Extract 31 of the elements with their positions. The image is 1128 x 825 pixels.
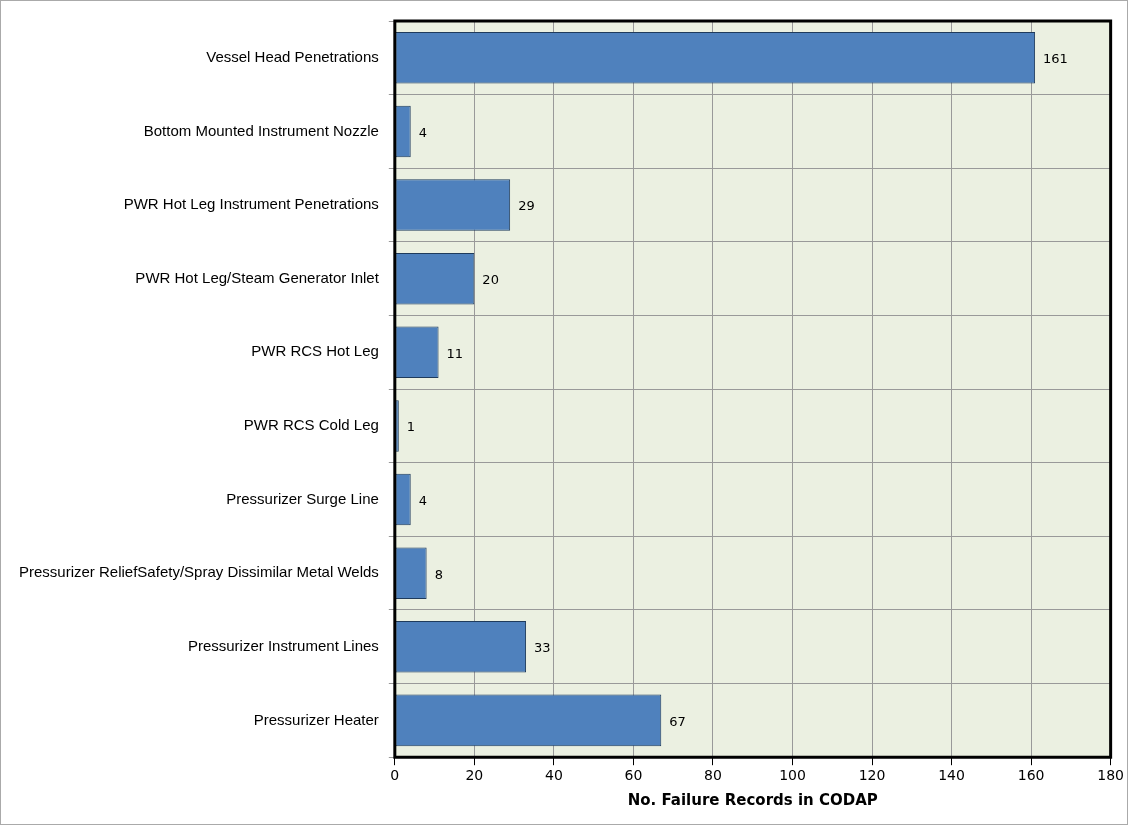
y-tick-label: PWR RCS Cold Leg	[243, 416, 379, 434]
data-label: 8	[434, 566, 443, 582]
data-label: 29	[518, 198, 535, 214]
x-tick-label: 80	[704, 767, 722, 784]
x-tick-label: 0	[390, 767, 400, 784]
data-label: 161	[1043, 51, 1068, 67]
y-tick-label: PWR Hot Leg Instrument Penetrations	[123, 195, 379, 213]
x-tick-label: 100	[779, 767, 806, 784]
x-tick-label: 180	[1097, 767, 1125, 784]
y-tick-label: PWR Hot Leg/Steam Generator Inlet	[135, 268, 380, 286]
data-label: 4	[418, 492, 428, 508]
y-tick-label: Pressurizer Instrument Lines	[187, 636, 379, 654]
data-label: 4	[418, 124, 428, 140]
data-label: 33	[534, 640, 551, 656]
y-tick-label: Pressurizer ReliefSafety/Spray Dissimilar Metal Welds	[19, 563, 379, 581]
data-label: 11	[446, 345, 464, 361]
data-label: 20	[482, 272, 499, 288]
y-tick-label: Bottom Mounted Instrument Nozzle	[143, 121, 379, 139]
x-tick-label: 60	[624, 767, 643, 784]
x-tick-label: 40	[544, 767, 563, 784]
y-tick-label: Pressurizer Surge Line	[226, 489, 379, 507]
data-label: 1	[406, 419, 416, 435]
x-tick-label: 140	[938, 767, 965, 784]
y-tick-label: Vessel Head Penetrations	[206, 47, 379, 65]
x-axis-title: No. Failure Records in CODAP	[627, 790, 878, 809]
x-tick-label: 160	[1017, 767, 1045, 784]
x-tick-label: 120	[858, 767, 886, 784]
data-label: 67	[669, 713, 686, 729]
x-tick-label: 20	[465, 767, 484, 784]
y-tick-label: PWR RCS Hot Leg	[251, 342, 379, 360]
y-tick-label: Pressurizer Heater	[253, 710, 379, 728]
